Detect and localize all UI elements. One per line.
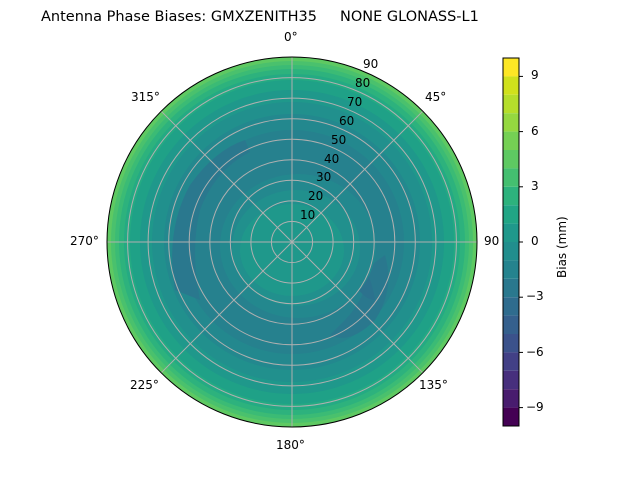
radial-label-60: 60 [339, 114, 355, 128]
radial-label-50: 50 [331, 133, 347, 147]
chart-title: Antenna Phase Biases: GMXZENITH35 NONE G… [41, 9, 479, 25]
radial-label-90: 90 [363, 57, 379, 71]
colorbar [502, 57, 523, 427]
angle-label-45: 45° [425, 90, 447, 104]
radial-label-40: 40 [324, 152, 340, 166]
colorbar-tick-3: 3 [531, 179, 539, 193]
colorbar-tick-m9: −9 [526, 400, 544, 414]
grid-lines [107, 57, 477, 427]
colorbar-tick-6: 6 [531, 124, 539, 138]
colorbar-tick-m6: −6 [526, 345, 544, 359]
plot-border [106, 56, 478, 428]
angle-label-135: 135° [419, 378, 448, 392]
angle-label-315: 315° [131, 90, 160, 104]
radial-label-80: 80 [355, 76, 371, 90]
colorbar-tick-m3: −3 [526, 289, 544, 303]
colorbar-tick-0: 0 [531, 234, 539, 248]
radial-label-30: 30 [316, 170, 332, 184]
angle-label-0: 0° [284, 30, 298, 44]
colorbar-label: Bias (mm) [555, 216, 569, 278]
angle-label-270: 270° [70, 234, 99, 248]
radial-label-20: 20 [308, 189, 324, 203]
radial-label-70: 70 [347, 95, 363, 109]
radial-label-10: 10 [300, 208, 316, 222]
angle-label-180: 180° [276, 438, 305, 452]
angle-label-225: 225° [130, 378, 159, 392]
angle-label-90: 90 [484, 234, 500, 248]
colorbar-tick-9: 9 [531, 68, 539, 82]
